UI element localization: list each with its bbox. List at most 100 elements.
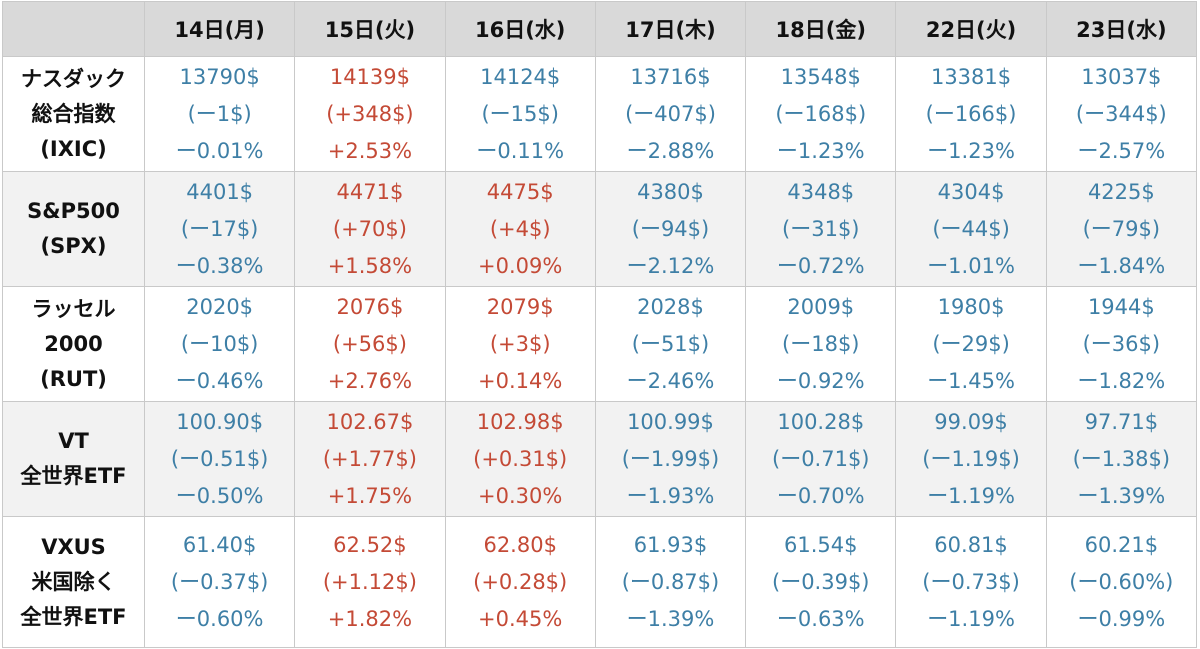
percent-change: +2.76% bbox=[327, 368, 413, 393]
change-value: (ー29$) bbox=[932, 331, 1010, 356]
price-value: 4225$ bbox=[1087, 179, 1155, 204]
percent-change: +1.58% bbox=[327, 253, 413, 278]
price-value: 14124$ bbox=[480, 64, 561, 89]
row-label-line: 米国除く bbox=[31, 569, 116, 594]
percent-change: ー1.39% bbox=[626, 606, 715, 631]
price-value: 61.54$ bbox=[784, 532, 858, 557]
price-value: 1980$ bbox=[937, 294, 1005, 319]
price-value: 61.93$ bbox=[633, 532, 708, 557]
table-row: ラッセル 2000 (RUT) 2020$ (ー10$) ー0.46% 2076$ (+56$… bbox=[2, 286, 1198, 402]
percent-change: +2.53% bbox=[327, 138, 413, 163]
row-label: ナスダック 総合指数 (IXIC) bbox=[2, 56, 145, 172]
change-value: (ー0.87$) bbox=[621, 569, 720, 594]
price-value: 62.80$ bbox=[483, 532, 557, 557]
price-cell: 4475$ (+4$) +0.09% bbox=[444, 171, 596, 287]
header-day: 14日(月) bbox=[143, 1, 296, 57]
change-value: (ー168$) bbox=[775, 101, 867, 126]
row-label: VXUS 米国除く 全世界ETF bbox=[2, 516, 145, 648]
price-cell: 102.67$ (+1.77$) +1.75% bbox=[294, 401, 446, 517]
change-value: (ー51$) bbox=[631, 331, 710, 356]
header-day: 15日(火) bbox=[294, 1, 446, 57]
price-value: 60.81$ bbox=[934, 532, 1008, 557]
change-value: (ー36$) bbox=[1082, 331, 1161, 356]
percent-change: ー2.46% bbox=[626, 368, 715, 393]
header-day: 18日(金) bbox=[745, 1, 897, 57]
percent-change: ー0.63% bbox=[776, 606, 865, 631]
percent-change: +0.45% bbox=[478, 606, 563, 631]
price-value: 1944$ bbox=[1087, 294, 1155, 319]
price-cell: 60.81$ (ー0.73$) ー1.19% bbox=[895, 516, 1047, 648]
percent-change: ー0.46% bbox=[175, 368, 264, 393]
percent-change: +0.14% bbox=[478, 368, 563, 393]
price-cell: 61.93$ (ー0.87$) ー1.39% bbox=[594, 516, 747, 648]
price-cell: 62.80$ (+0.28$) +0.45% bbox=[444, 516, 596, 648]
percent-change: ー1.45% bbox=[927, 368, 1015, 393]
change-value: (ー1$) bbox=[187, 101, 252, 126]
change-value: (ー94$) bbox=[631, 216, 710, 241]
price-cell: 13381$ (ー166$) ー1.23% bbox=[895, 56, 1047, 172]
price-value: 2076$ bbox=[336, 294, 404, 319]
percent-change: ー0.72% bbox=[776, 253, 865, 278]
change-value: (ー31$) bbox=[782, 216, 860, 241]
price-value: 102.67$ bbox=[326, 409, 414, 434]
price-value: 13548$ bbox=[780, 64, 861, 89]
price-cell: 1980$ (ー29$) ー1.45% bbox=[895, 286, 1047, 402]
row-label-line: (SPX) bbox=[40, 234, 107, 258]
percent-change: ー2.57% bbox=[1077, 138, 1166, 163]
change-value: (+0.28$) bbox=[473, 569, 568, 594]
price-value: 13790$ bbox=[179, 64, 260, 89]
percent-change: ー1.01% bbox=[927, 253, 1015, 278]
row-label-line: VT bbox=[58, 429, 89, 453]
change-value: (+3$) bbox=[489, 331, 551, 356]
price-cell: 2009$ (ー18$) ー0.92% bbox=[745, 286, 897, 402]
price-value: 4471$ bbox=[336, 179, 404, 204]
price-value: 4304$ bbox=[937, 179, 1005, 204]
percent-change: ー2.88% bbox=[626, 138, 715, 163]
price-cell: 102.98$ (+0.31$) +0.30% bbox=[444, 401, 596, 517]
percent-change: ー0.38% bbox=[175, 253, 264, 278]
price-cell: 4401$ (ー17$) ー0.38% bbox=[143, 171, 296, 287]
change-value: (ー1.38$) bbox=[1072, 446, 1171, 471]
price-cell: 13716$ (ー407$) ー2.88% bbox=[594, 56, 747, 172]
change-value: (ー10$) bbox=[180, 331, 259, 356]
percent-change: ー0.92% bbox=[776, 368, 865, 393]
percent-change: ー0.50% bbox=[175, 483, 264, 508]
price-cell: 14124$ (ー15$) ー0.11% bbox=[444, 56, 596, 172]
price-value: 100.28$ bbox=[777, 409, 865, 434]
header-day: 22日(火) bbox=[895, 1, 1047, 57]
price-value: 4348$ bbox=[787, 179, 855, 204]
percent-change: +1.75% bbox=[327, 483, 413, 508]
table-row: VT 全世界ETF 100.90$ (ー0.51$) ー0.50% 102.67$ (+1.… bbox=[2, 401, 1198, 517]
percent-change: ー0.01% bbox=[175, 138, 264, 163]
percent-change: ー0.70% bbox=[776, 483, 865, 508]
price-cell: 2028$ (ー51$) ー2.46% bbox=[594, 286, 747, 402]
price-cell: 4304$ (ー44$) ー1.01% bbox=[895, 171, 1047, 287]
change-value: (ー44$) bbox=[932, 216, 1010, 241]
change-value: (ー17$) bbox=[180, 216, 259, 241]
row-label: S&P500 (SPX) bbox=[2, 171, 145, 287]
price-cell: 62.52$ (+1.12$) +1.82% bbox=[294, 516, 446, 648]
row-label: VT 全世界ETF bbox=[2, 401, 145, 517]
percent-change: +0.09% bbox=[478, 253, 563, 278]
change-value: (ー0.73$) bbox=[922, 569, 1020, 594]
price-cell: 99.09$ (ー1.19$) ー1.19% bbox=[895, 401, 1047, 517]
price-cell: 61.40$ (ー0.37$) ー0.60% bbox=[143, 516, 296, 648]
change-value: (+4$) bbox=[489, 216, 551, 241]
row-label-line: (RUT) bbox=[40, 366, 107, 391]
price-cell: 61.54$ (ー0.39$) ー0.63% bbox=[745, 516, 897, 648]
price-value: 13716$ bbox=[630, 64, 711, 89]
price-value: 13037$ bbox=[1081, 64, 1162, 89]
price-cell: 4225$ (ー79$) ー1.84% bbox=[1045, 171, 1198, 287]
row-label-line: 総合指数 bbox=[31, 101, 116, 126]
percent-change: ー2.12% bbox=[626, 253, 715, 278]
row-label-line: (IXIC) bbox=[40, 136, 107, 161]
change-value: (ー407$) bbox=[625, 101, 716, 126]
percent-change: ー1.93% bbox=[626, 483, 715, 508]
row-label-line: ラッセル bbox=[31, 296, 116, 321]
price-cell: 13790$ (ー1$) ー0.01% bbox=[143, 56, 296, 172]
percent-change: ー0.99% bbox=[1077, 606, 1166, 631]
change-value: (+348$) bbox=[326, 101, 414, 126]
price-cell: 2076$ (+56$) +2.76% bbox=[294, 286, 446, 402]
change-value: (ー166$) bbox=[925, 101, 1017, 126]
